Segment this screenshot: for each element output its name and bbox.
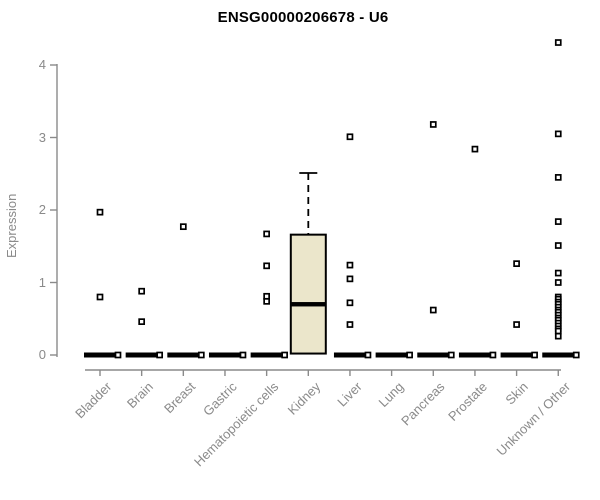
outlier-point (554, 242, 562, 249)
outlier-point (239, 351, 247, 359)
y-tick-label: 0 (38, 347, 46, 362)
outlier-point (572, 351, 580, 359)
outlier-point (429, 121, 437, 128)
zero-box-bar (333, 352, 366, 358)
outlier-point (197, 351, 205, 359)
outlier-point (138, 318, 146, 325)
outlier-point (513, 321, 520, 328)
outlier-point (554, 332, 562, 340)
outlier-point (554, 279, 562, 286)
outlier-point (138, 287, 146, 295)
outlier-point (346, 321, 354, 328)
zero-box-bar (208, 352, 241, 358)
outlier-point (114, 351, 122, 359)
outlier-point (364, 351, 372, 359)
y-tick-label: 1 (38, 274, 46, 290)
y-tick-label: 2 (38, 202, 46, 217)
outlier-point (281, 351, 288, 359)
outlier-point (346, 299, 354, 307)
y-axis-label: Expression (4, 193, 19, 258)
zero-box-bar (84, 352, 116, 358)
outlier-point (471, 145, 479, 153)
outlier-point (554, 130, 562, 138)
outlier-point (489, 351, 497, 359)
outlier-point (346, 275, 354, 283)
zero-box-bar (167, 352, 200, 358)
outlier-point (346, 133, 354, 141)
outlier-point (554, 218, 562, 225)
zero-box-bar (375, 352, 408, 358)
outlier-point (554, 269, 562, 277)
outlier-point (263, 262, 270, 270)
outlier-point (156, 351, 164, 359)
outlier-point (447, 351, 455, 359)
outlier-point (96, 293, 104, 301)
zero-box-bar (125, 352, 158, 358)
outlier-point (96, 208, 104, 216)
outlier-point (554, 174, 562, 181)
zero-box-bar (500, 352, 533, 358)
chart-title: ENSG00000206678 - U6 (217, 9, 389, 26)
y-tick-label: 4 (38, 57, 46, 72)
box-iqr (289, 233, 327, 355)
zero-box-bar (542, 352, 575, 358)
outlier-point (263, 230, 270, 238)
zero-box-bar (417, 352, 450, 358)
zero-box-bar (458, 352, 491, 358)
outlier-point (513, 260, 520, 267)
zero-box-bar (250, 352, 283, 358)
outlier-point (263, 298, 270, 305)
median-line (290, 302, 326, 307)
outlier-point (179, 223, 187, 231)
y-tick-label: 3 (38, 129, 46, 145)
outlier-point (346, 261, 354, 269)
outlier-point (406, 351, 413, 359)
outlier-point (554, 39, 562, 46)
outlier-point (429, 306, 437, 314)
outlier-point (531, 351, 538, 359)
